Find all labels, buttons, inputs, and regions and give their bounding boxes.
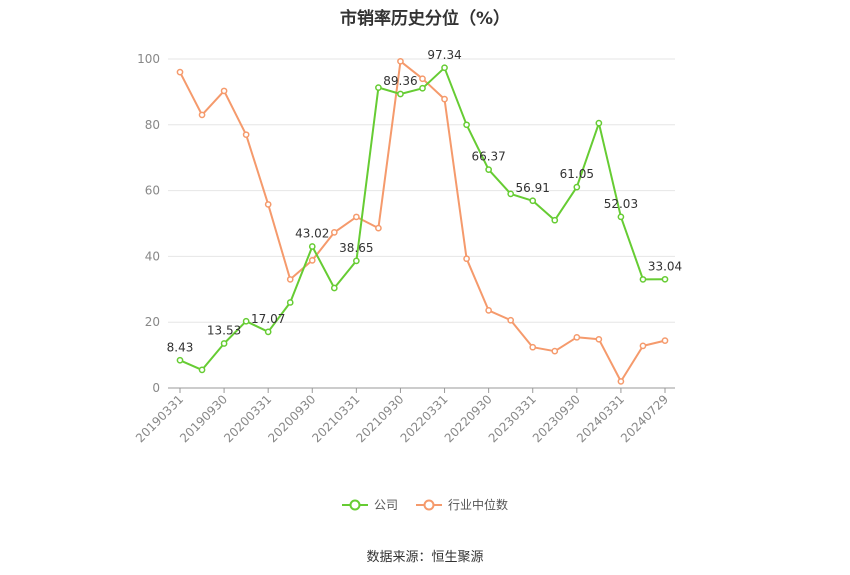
data-point: [176, 68, 184, 76]
data-point: [529, 343, 537, 351]
data-point: [617, 378, 625, 385]
data-point: [264, 328, 272, 336]
data-point: [661, 275, 669, 283]
data-point: [617, 213, 625, 221]
data-point: [375, 84, 382, 91]
data-point: [485, 166, 492, 173]
data-point: [485, 307, 492, 314]
data-label: 97.34: [427, 48, 461, 62]
legend-swatch: [416, 499, 442, 510]
legend-item[interactable]: 行业中位数: [416, 496, 508, 513]
data-point: [220, 340, 228, 347]
series-lines: [176, 57, 669, 385]
legend-swatch: [341, 499, 368, 510]
legend-item[interactable]: 公司: [341, 496, 398, 513]
y-tick-label: 60: [145, 184, 160, 198]
data-point: [551, 216, 559, 224]
data-point: [198, 366, 206, 374]
data-point: [551, 347, 559, 355]
data-point: [397, 57, 404, 65]
y-tick-label: 20: [145, 315, 160, 329]
data-point: [242, 131, 250, 139]
data-point: [639, 342, 647, 350]
data-point: [308, 256, 316, 264]
data-point: [463, 255, 470, 263]
data-point: [661, 337, 669, 344]
axes: 0204060801002019033120190930202003312020…: [133, 52, 675, 445]
data-point: [198, 111, 206, 119]
grid: [168, 58, 675, 323]
data-label: 56.91: [516, 181, 550, 195]
legend-label: 行业中位数: [448, 498, 509, 512]
data-label: 33.04: [648, 259, 682, 273]
y-tick-label: 100: [137, 52, 160, 66]
y-tick-label: 40: [145, 249, 160, 263]
data-label: 17.07: [251, 312, 285, 326]
data-point: [595, 119, 603, 127]
data-label: 8.43: [167, 340, 194, 354]
data-point: [639, 276, 647, 283]
data-point: [441, 95, 448, 103]
source-note: 数据来源：恒生聚源: [366, 550, 484, 565]
data-point: [375, 224, 382, 232]
data-point: [330, 284, 338, 292]
data-label: 52.03: [604, 197, 638, 211]
data-point: [242, 317, 250, 325]
data-point: [507, 316, 515, 324]
legend-label: 公司: [373, 498, 398, 512]
data-point: [330, 229, 338, 236]
data-label: 89.36: [383, 74, 417, 88]
data-point: [595, 335, 603, 343]
data-label: 43.02: [295, 226, 329, 240]
data-point: [286, 276, 294, 283]
data-point: [529, 197, 537, 205]
data-point: [441, 64, 448, 72]
data-point: [353, 213, 360, 221]
data-point: [264, 201, 272, 208]
data-point: [176, 356, 184, 364]
chart-title: 市销率历史分位（%）: [339, 9, 511, 29]
y-tick-label: 80: [145, 118, 160, 132]
x-tick-label: 20240729: [618, 392, 671, 445]
data-point: [308, 243, 316, 250]
data-point: [286, 299, 294, 306]
data-label: 13.53: [207, 323, 241, 337]
data-label: 61.05: [560, 167, 594, 181]
y-tick-label: 0: [152, 381, 160, 395]
data-point: [220, 87, 228, 95]
data-label: 66.37: [471, 150, 505, 164]
data-point: [353, 257, 360, 265]
data-label: 38.65: [339, 241, 373, 255]
data-point: [419, 84, 426, 92]
data-point: [573, 183, 581, 191]
data-point: [397, 90, 404, 98]
series-line: [179, 60, 666, 383]
data-point: [573, 333, 581, 341]
data-point: [463, 121, 470, 129]
data-point: [507, 190, 515, 198]
data-labels: 8.43 13.53 17.07 43.02 38.65 89.36 97.34 66.37 5…: [167, 48, 683, 355]
data-point: [419, 75, 426, 83]
legend: 公司 行业中位数: [0, 496, 850, 513]
